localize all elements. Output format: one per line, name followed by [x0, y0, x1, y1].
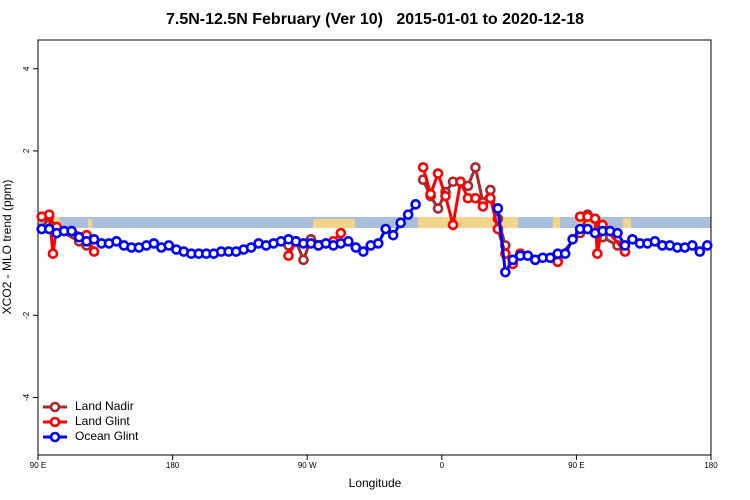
- point: [43, 223, 55, 235]
- point: [432, 203, 444, 214]
- y-tick-label: 4: [22, 66, 31, 71]
- point: [544, 252, 556, 264]
- point: [492, 203, 504, 214]
- point: [701, 240, 713, 251]
- point: [470, 162, 481, 173]
- x-tick-label: 90 E: [568, 461, 584, 470]
- point: [283, 250, 294, 262]
- point: [387, 229, 399, 241]
- point: [687, 240, 698, 251]
- point: [485, 184, 496, 196]
- x-axis-label: Longitude: [349, 476, 402, 490]
- point: [559, 248, 571, 259]
- point: [73, 231, 85, 243]
- point: [88, 233, 100, 245]
- point: [350, 242, 362, 253]
- point: [567, 233, 578, 245]
- point: [507, 254, 519, 266]
- point: [417, 162, 429, 173]
- x-tick-label: 90 W: [298, 461, 317, 470]
- point: [372, 238, 384, 249]
- point: [425, 188, 436, 200]
- point: [592, 248, 603, 259]
- legend-marker: [49, 401, 61, 413]
- point: [111, 236, 122, 247]
- point: [245, 242, 257, 253]
- point: [298, 254, 309, 266]
- x-tick-label: 180: [704, 461, 718, 470]
- point: [485, 192, 496, 204]
- point: [522, 250, 534, 262]
- point: [43, 209, 55, 220]
- point: [163, 240, 175, 251]
- point: [619, 240, 631, 251]
- point: [357, 246, 369, 257]
- legend-marker: [49, 416, 61, 428]
- point: [66, 225, 77, 237]
- point: [455, 176, 466, 188]
- point: [88, 246, 100, 257]
- point: [447, 219, 459, 231]
- legend-label: Ocean Glint: [75, 429, 139, 443]
- legend-label: Land Nadir: [75, 399, 134, 413]
- point: [402, 209, 414, 220]
- legend-label: Land Glint: [75, 414, 130, 428]
- y-tick-label: 2: [22, 148, 31, 153]
- x-tick-label: 180: [166, 461, 180, 470]
- point: [432, 168, 444, 179]
- x-tick-label: 90 E: [30, 461, 46, 470]
- point: [380, 223, 392, 235]
- point: [649, 236, 661, 247]
- point: [47, 248, 59, 259]
- point: [335, 227, 347, 239]
- chart-title: 7.5N-12.5N February (Ver 10) 2015-01-01 …: [166, 11, 584, 28]
- point: [343, 236, 354, 247]
- point: [694, 246, 706, 257]
- point: [582, 223, 593, 235]
- point: [440, 190, 451, 202]
- y-tick-label: -4: [22, 393, 31, 401]
- point: [500, 266, 511, 278]
- y-axis-label: XCO2 - MLO trend (ppm): [0, 180, 14, 315]
- point: [627, 233, 638, 245]
- legend-marker: [49, 431, 61, 443]
- point: [612, 227, 623, 239]
- y-tick-label: -2: [22, 311, 31, 319]
- point: [148, 238, 160, 249]
- x-tick-label: 0: [440, 461, 445, 470]
- point: [589, 213, 601, 225]
- point: [410, 199, 421, 210]
- point: [477, 201, 489, 212]
- point: [395, 217, 406, 229]
- point: [470, 192, 481, 204]
